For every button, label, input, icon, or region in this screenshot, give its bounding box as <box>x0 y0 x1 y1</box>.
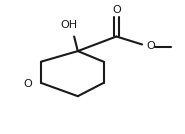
Text: O: O <box>23 79 32 89</box>
Text: O: O <box>147 41 155 51</box>
Text: O: O <box>112 5 121 15</box>
Text: OH: OH <box>60 20 77 30</box>
